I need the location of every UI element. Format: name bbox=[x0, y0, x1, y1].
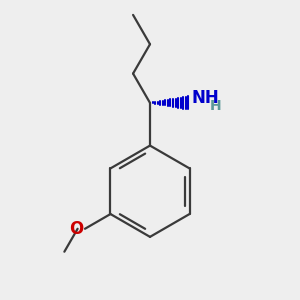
Text: O: O bbox=[69, 220, 83, 238]
Text: H: H bbox=[210, 99, 222, 113]
Text: NH: NH bbox=[192, 88, 220, 106]
